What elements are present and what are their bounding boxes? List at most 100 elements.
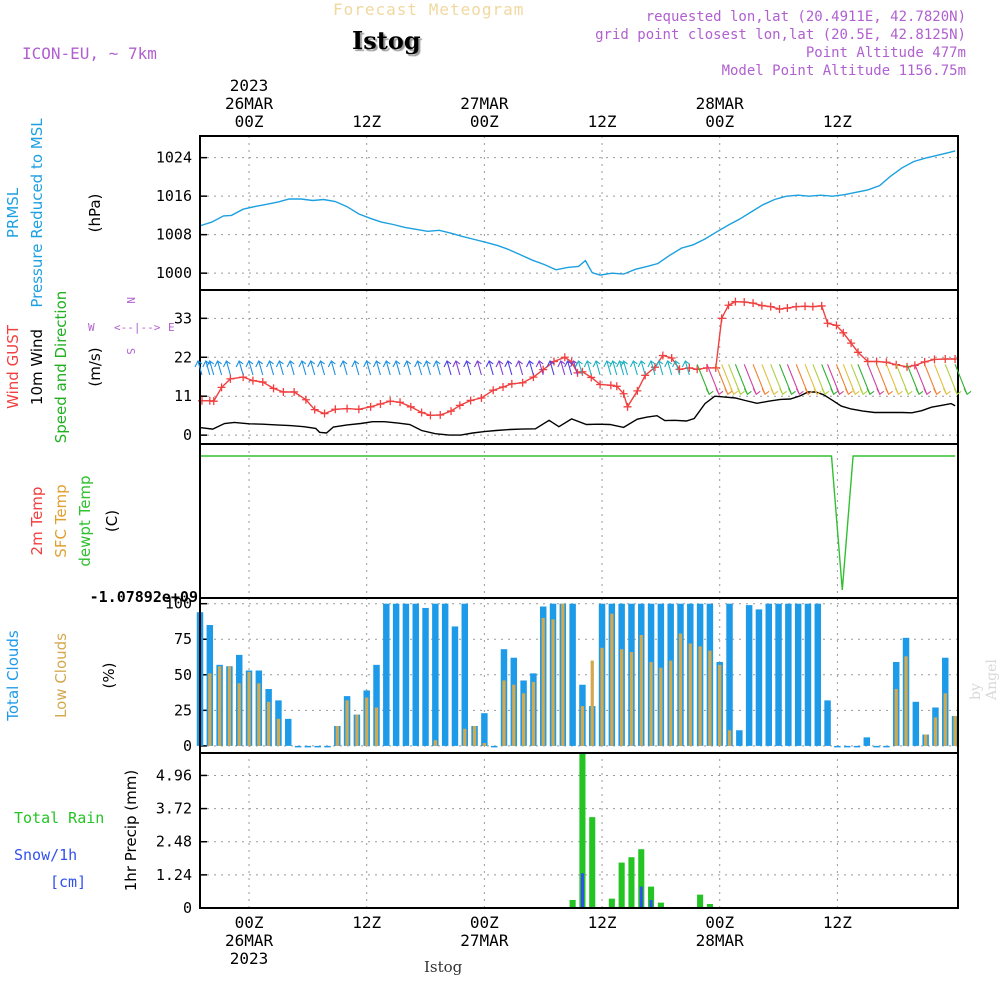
gust-marker	[847, 339, 856, 348]
low-cloud-bar	[894, 689, 898, 746]
wind-direction-arrow	[770, 364, 788, 396]
gust-marker	[366, 402, 375, 411]
wind-direction-arrow	[821, 364, 839, 396]
wind-direction-arrow	[363, 360, 372, 376]
wind-direction-arrow	[574, 360, 583, 376]
total-cloud-bar	[392, 603, 400, 746]
wind-direction-arrow	[307, 360, 316, 376]
low-cloud-bar	[600, 647, 604, 746]
wind10m-line	[200, 391, 956, 436]
total-cloud-bar	[304, 745, 312, 748]
gust-marker	[740, 298, 749, 307]
prmsl-line	[200, 150, 956, 276]
wind-direction-arrow	[609, 360, 618, 376]
rain-bar	[579, 753, 586, 908]
bottom-time-label: 00Z	[235, 913, 264, 932]
gust-marker	[376, 399, 385, 408]
wind-direction-arrow	[827, 364, 844, 396]
gust-marker	[775, 305, 784, 314]
total-cloud-bar	[285, 718, 292, 746]
model-point-altitude: Model Point Altitude 1156.75m	[721, 63, 966, 79]
gust-marker	[641, 371, 650, 380]
low-cloud-bar	[718, 664, 722, 746]
wind-direction-arrow	[432, 360, 441, 376]
gust-marker	[941, 355, 950, 364]
gust-marker	[320, 409, 329, 418]
low-cloud-bar	[610, 613, 614, 746]
wind-direction-arrow	[339, 360, 348, 376]
total-cloud-bar	[794, 603, 802, 746]
y-tick-label: 2.48	[156, 833, 192, 851]
low-cloud-bar	[580, 706, 585, 746]
low-cloud-bar	[943, 693, 947, 746]
low-cloud-bar	[727, 730, 732, 746]
gust-marker	[717, 314, 726, 323]
gust-marker	[612, 382, 621, 391]
watermark: by Angel	[968, 659, 1000, 700]
rain-bar	[628, 857, 635, 908]
top-time-label: 12Z	[823, 112, 852, 131]
y-tick-label: 1008	[156, 226, 192, 244]
top-time-label: 2023	[230, 76, 269, 95]
wind-direction-arrow	[495, 360, 504, 376]
wind-direction-arrow	[452, 360, 461, 376]
bottom-time-label: 00Z	[470, 913, 499, 932]
gust-marker	[808, 302, 817, 311]
total-cloud-bar	[785, 603, 792, 746]
bottom-time-label: 28MAR	[696, 931, 745, 950]
low-cloud-bar	[433, 740, 437, 746]
low-cloud-bar	[482, 743, 486, 746]
total-cloud-bar	[412, 603, 419, 746]
gust-marker	[258, 378, 267, 387]
low-cloud-bar	[276, 718, 281, 746]
panel-label: PRMSL	[4, 187, 22, 238]
wind-direction-arrow	[914, 364, 932, 396]
low-cloud-bar	[355, 714, 359, 746]
chart-title: Istog	[352, 26, 421, 55]
requested-location: requested lon,lat (20.4911E, 42.7820N)	[645, 9, 966, 25]
gust-marker	[783, 304, 792, 313]
low-cloud-bar	[365, 697, 369, 746]
total-cloud-bar	[853, 745, 861, 748]
wind-direction-arrow	[266, 360, 275, 376]
wind-direction-arrow	[570, 360, 579, 376]
gust-marker	[872, 357, 881, 366]
rain-bar	[618, 862, 625, 908]
total-cloud-bar	[843, 745, 851, 748]
total-cloud-bar	[755, 609, 763, 746]
compass-south: S	[124, 348, 137, 355]
wind-direction-arrow	[317, 360, 326, 376]
low-cloud-bar	[708, 650, 712, 746]
rain-bar	[657, 902, 664, 908]
low-cloud-bar	[698, 646, 702, 746]
low-cloud-bar	[639, 634, 643, 746]
wind-direction-arrow	[786, 364, 804, 396]
compass-east: E	[168, 321, 175, 334]
rain-bar	[706, 903, 713, 908]
low-cloud-bar	[688, 643, 692, 746]
low-cloud-bar	[924, 734, 928, 746]
wind-direction-arrow	[515, 360, 524, 376]
wind-direction-arrow	[876, 364, 893, 396]
gust-marker	[623, 402, 632, 411]
point-altitude: Point Altitude 477m	[805, 45, 966, 61]
y-tick-label: 1016	[156, 187, 192, 205]
wind-direction-arrow	[275, 360, 284, 376]
panel-label: (hPa)	[86, 194, 104, 233]
wind-direction-arrow	[443, 360, 452, 376]
wind-direction-arrow	[583, 360, 592, 376]
gust-marker	[606, 381, 615, 390]
gust-marker	[217, 383, 226, 392]
total-cloud-bar	[726, 603, 733, 746]
gust-marker	[539, 365, 548, 374]
total-cloud-bar	[383, 603, 390, 746]
y-tick-label: 3.72	[156, 800, 192, 818]
gust-marker	[343, 404, 352, 413]
low-cloud-bar	[512, 684, 516, 746]
gust-marker	[477, 393, 486, 402]
gust-marker	[832, 321, 841, 330]
wind-direction-arrow	[603, 360, 612, 376]
low-cloud-bar	[541, 617, 545, 746]
gust-marker	[396, 398, 405, 407]
low-cloud-bar	[551, 619, 555, 746]
